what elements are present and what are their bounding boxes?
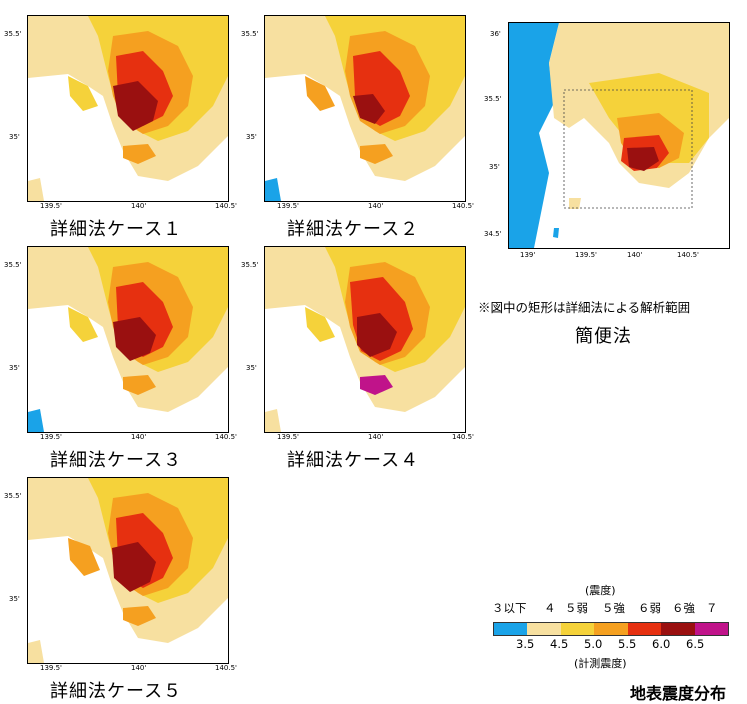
legend-threshold: 6.5 <box>686 637 705 651</box>
legend-swatch <box>594 623 628 635</box>
legend-swatch <box>494 623 528 635</box>
overview-y-tick-35-5: 35.5' <box>484 95 502 103</box>
overview-y-tick-34-5: 34.5' <box>484 230 502 238</box>
intensity-map <box>27 15 229 202</box>
map-graphic <box>28 247 228 432</box>
y-tick-lower: 35' <box>9 364 20 372</box>
x-tick-right: 140.5' <box>215 202 237 210</box>
x-tick-mid: 140' <box>131 202 147 210</box>
y-tick-lower: 35' <box>9 133 20 141</box>
legend-class-label: ６強 <box>672 601 695 615</box>
legend-title-measured: (計測震度) <box>574 657 627 670</box>
legend-swatch <box>527 623 561 635</box>
legend-class-label: ７ <box>706 601 718 615</box>
x-tick-mid: 140' <box>131 433 147 441</box>
figure-title: 地表震度分布 <box>630 684 727 703</box>
legend-class-label: ３以下 <box>492 601 527 615</box>
x-tick-mid: 140' <box>131 664 147 672</box>
overview-graphic <box>509 23 729 248</box>
legend-swatch <box>694 623 728 635</box>
overview-y-tick-35: 35' <box>489 163 500 171</box>
panel-caption: 詳細法ケース３ <box>50 450 183 471</box>
y-tick-lower: 35' <box>246 133 257 141</box>
y-tick-upper: 35.5' <box>4 492 22 500</box>
legend-threshold: 5.0 <box>584 637 603 651</box>
analysis-range-note: ※図中の矩形は詳細法による解析範囲 <box>478 300 691 315</box>
legend-threshold: 3.5 <box>516 637 535 651</box>
map-graphic <box>265 16 465 201</box>
overview-x-tick-140: 140' <box>627 251 643 259</box>
x-tick-left: 139.5' <box>40 202 62 210</box>
legend-swatch <box>661 623 695 635</box>
x-tick-right: 140.5' <box>452 433 474 441</box>
legend-threshold: 5.5 <box>618 637 637 651</box>
map-graphic <box>265 247 465 432</box>
panel-caption: 詳細法ケース４ <box>287 450 420 471</box>
overview-x-tick-139-5: 139.5' <box>575 251 597 259</box>
overview-x-tick-140-5: 140.5' <box>677 251 699 259</box>
y-tick-upper: 35.5' <box>241 30 259 38</box>
legend-class-label: ４ <box>544 601 556 615</box>
x-tick-left: 139.5' <box>40 664 62 672</box>
x-tick-left: 139.5' <box>277 202 299 210</box>
x-tick-right: 140.5' <box>215 664 237 672</box>
intensity-map <box>27 246 229 433</box>
intensity-map <box>264 15 466 202</box>
legend-class-label: ５弱 <box>565 601 588 615</box>
intensity-map <box>27 477 229 664</box>
y-tick-lower: 35' <box>9 595 20 603</box>
panel-caption: 詳細法ケース２ <box>287 219 420 240</box>
y-tick-upper: 35.5' <box>4 30 22 38</box>
x-tick-mid: 140' <box>368 202 384 210</box>
x-tick-right: 140.5' <box>215 433 237 441</box>
overview-y-tick-36: 36' <box>490 30 501 38</box>
legend-swatch <box>627 623 662 635</box>
overview-map <box>508 22 730 249</box>
intensity-map <box>264 246 466 433</box>
x-tick-left: 139.5' <box>277 433 299 441</box>
y-tick-upper: 35.5' <box>4 261 22 269</box>
map-graphic <box>28 478 228 663</box>
legend-title-intensity: (震度) <box>585 584 616 597</box>
y-tick-lower: 35' <box>246 364 257 372</box>
x-tick-left: 139.5' <box>40 433 62 441</box>
panel-caption: 詳細法ケース５ <box>50 681 183 702</box>
x-tick-mid: 140' <box>368 433 384 441</box>
legend-swatch <box>560 623 595 635</box>
legend-threshold: 4.5 <box>550 637 569 651</box>
legend-threshold: 6.0 <box>652 637 671 651</box>
legend-color-bar <box>493 622 729 636</box>
overview-x-tick-139: 139' <box>520 251 536 259</box>
overview-caption: 簡便法 <box>575 326 632 347</box>
legend-class-label: ６弱 <box>638 601 661 615</box>
map-graphic <box>28 16 228 201</box>
y-tick-upper: 35.5' <box>241 261 259 269</box>
x-tick-right: 140.5' <box>452 202 474 210</box>
legend-class-label: ５強 <box>602 601 625 615</box>
panel-caption: 詳細法ケース１ <box>50 219 183 240</box>
